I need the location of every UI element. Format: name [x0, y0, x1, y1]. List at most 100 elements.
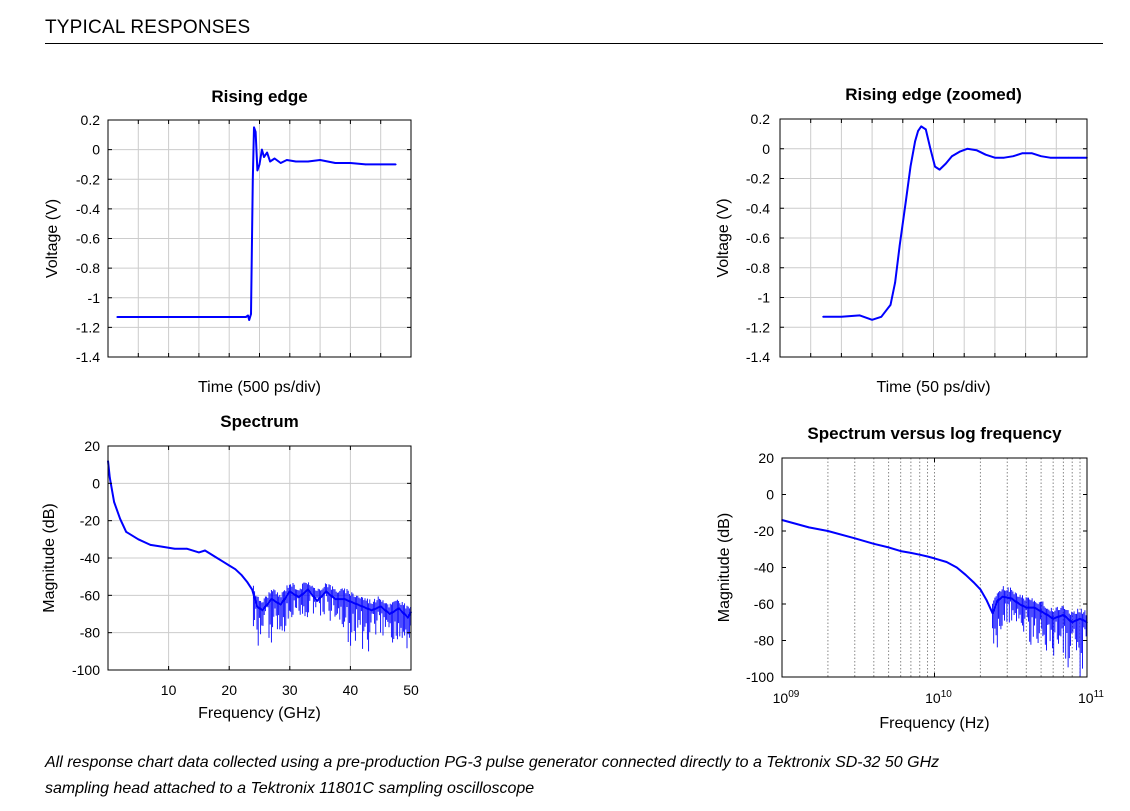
data-point — [222, 560, 224, 563]
data-point — [250, 313, 252, 315]
data-point — [1052, 617, 1054, 620]
x-tick-label: 50 — [403, 682, 419, 698]
data-point — [116, 316, 118, 318]
data-point — [827, 530, 829, 532]
data-point — [1033, 606, 1035, 609]
data-point — [1025, 606, 1028, 609]
data-point — [266, 151, 268, 154]
x-tick-label: 20 — [221, 682, 237, 698]
tick-exponent: 09 — [788, 689, 800, 700]
tick-marks — [780, 118, 1087, 358]
y-tick-label: -20 — [754, 523, 774, 539]
noise-band — [252, 582, 412, 652]
data-point — [933, 557, 936, 560]
data-point — [279, 162, 282, 164]
section-title: TYPICAL RESPONSES — [45, 17, 251, 38]
data-point — [979, 588, 982, 591]
data-point — [349, 162, 352, 164]
y-tick-label: 20 — [758, 450, 774, 466]
data-point — [984, 153, 987, 156]
data-point — [899, 550, 902, 552]
y-tick-label: -0.2 — [746, 171, 770, 187]
chart-spectrum: 20 0 -20 -40 -60 -80 -100 10 20 30 40 50 Spectrum Fre… — [41, 412, 419, 722]
data-point — [228, 564, 230, 567]
data-point — [125, 531, 127, 533]
y-tick-label: -80 — [754, 633, 774, 649]
y-tick-label: -1 — [88, 290, 101, 306]
data-point — [173, 547, 176, 550]
data-point — [894, 281, 896, 284]
data-point — [822, 316, 824, 318]
data-point — [938, 168, 941, 171]
data-point — [975, 149, 978, 151]
data-point — [361, 605, 364, 608]
data-point — [198, 316, 200, 318]
data-point — [261, 609, 264, 612]
y-tick-label: 20 — [84, 438, 100, 454]
data-point — [370, 609, 373, 612]
data-point — [279, 603, 282, 606]
data-point — [273, 157, 276, 160]
data-point — [248, 319, 250, 321]
y-axis-label: Magnitude (dB) — [41, 503, 58, 612]
data-point — [1012, 155, 1015, 157]
data-point — [997, 599, 999, 602]
data-point — [880, 316, 883, 318]
y-tick-label: -0.8 — [76, 260, 100, 276]
y-tick-label: -0.4 — [76, 201, 100, 217]
data-point — [251, 588, 253, 591]
data-point — [379, 605, 382, 608]
tick-base: 10 — [773, 690, 789, 706]
y-tick-label: 0 — [766, 487, 774, 503]
x-axis-label: Frequency (GHz) — [198, 705, 321, 722]
data-point — [909, 165, 912, 168]
x-axis-label: Frequency (Hz) — [879, 715, 989, 732]
data-point — [389, 613, 391, 615]
data-point — [256, 605, 258, 608]
data-point — [854, 537, 856, 540]
grid — [827, 458, 1081, 677]
data-point — [914, 140, 916, 143]
data-point — [920, 125, 922, 128]
y-tick-label: 0 — [762, 141, 770, 157]
data-point — [407, 616, 409, 619]
y-tick-label: -40 — [754, 560, 774, 576]
data-point — [246, 581, 249, 584]
data-point — [1040, 155, 1042, 157]
y-tick-label: -0.6 — [746, 230, 770, 246]
x-tick-label: 1010 — [925, 689, 952, 706]
data-point — [307, 160, 309, 163]
data-point — [334, 162, 337, 164]
data-point — [873, 543, 875, 545]
y-tick-label: -0.2 — [76, 171, 100, 187]
tick-exponent: 10 — [941, 689, 953, 700]
data-point — [253, 126, 255, 129]
x-axis-label: Time (50 ps/div) — [876, 379, 990, 396]
y-tick-label: -60 — [754, 596, 774, 612]
y-axis-label: Voltage (V) — [715, 198, 732, 277]
y-tick-label: 0 — [92, 475, 100, 491]
y-tick-label: -0.8 — [746, 260, 770, 276]
data-point — [1021, 152, 1024, 154]
x-tick-label: 10 — [161, 682, 177, 698]
data-point — [379, 163, 382, 166]
data-point — [1062, 614, 1065, 616]
y-tick-label: -0.6 — [76, 231, 100, 247]
data-point — [808, 526, 810, 529]
x-tick-label: 30 — [282, 682, 298, 698]
data-point — [316, 600, 318, 602]
data-point — [307, 588, 309, 591]
data-point — [917, 130, 919, 132]
data-point — [161, 546, 164, 548]
data-point — [1077, 156, 1079, 159]
y-tick-label: 0 — [92, 142, 100, 158]
data-point — [216, 557, 218, 559]
data-point — [859, 314, 861, 317]
data-point — [270, 598, 273, 600]
data-point — [286, 159, 288, 161]
data-point — [985, 599, 988, 602]
data-point — [991, 612, 994, 614]
data-point — [1046, 614, 1049, 616]
data-point — [1079, 617, 1081, 620]
y-tick-label: -0.4 — [746, 200, 770, 216]
